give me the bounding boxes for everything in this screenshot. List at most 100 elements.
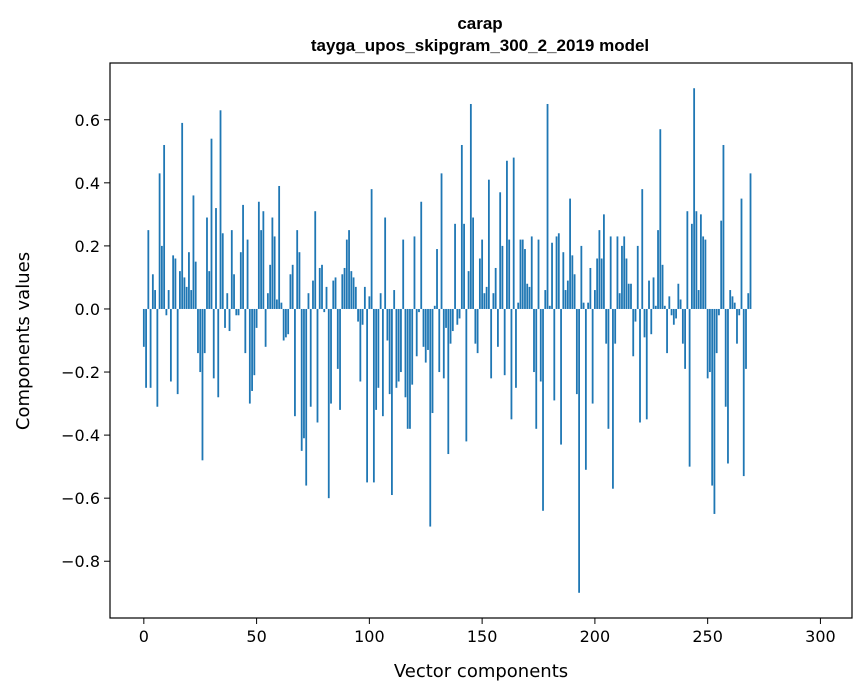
bar-component-265 (740, 198, 743, 309)
bar-component-115 (402, 239, 405, 309)
bar-component-208 (612, 308, 614, 489)
bar-component-67 (294, 308, 296, 417)
bar-component-144 (467, 271, 470, 309)
bar-series (142, 88, 752, 593)
bar-component-6 (156, 308, 159, 407)
bar-component-28 (206, 217, 208, 309)
bar-component-223 (645, 308, 648, 420)
bar-component-116 (404, 308, 407, 398)
bar-component-231 (663, 305, 666, 309)
bar-component-172 (530, 236, 533, 309)
bar-component-182 (553, 308, 556, 401)
bar-component-239 (681, 308, 684, 344)
bar-component-236 (675, 308, 677, 319)
bar-component-162 (508, 239, 511, 309)
bar-component-48 (251, 308, 253, 391)
bar-component-235 (672, 308, 675, 325)
bar-component-76 (314, 211, 317, 309)
bar-component-119 (411, 308, 414, 385)
plot-frame (109, 62, 853, 619)
bar-component-90 (345, 239, 348, 309)
bar-component-229 (659, 129, 662, 309)
bar-component-5 (154, 290, 156, 309)
bar-component-27 (203, 308, 206, 354)
bar-component-227 (654, 305, 657, 309)
bar-component-148 (476, 308, 479, 354)
bar-component-158 (499, 192, 502, 309)
bar-component-129 (433, 305, 436, 309)
bar-component-167 (519, 239, 522, 309)
bar-component-264 (738, 308, 741, 316)
bar-component-130 (436, 249, 438, 309)
bar-component-14 (174, 258, 177, 309)
bar-component-103 (375, 308, 378, 410)
bar-component-22 (192, 195, 195, 309)
bar-component-203 (600, 258, 603, 309)
bar-component-160 (503, 308, 506, 376)
bar-component-104 (377, 308, 380, 388)
bar-component-136 (449, 308, 452, 344)
bar-component-25 (199, 308, 202, 373)
bar-component-38 (228, 308, 231, 332)
bar-component-268 (747, 293, 750, 309)
bar-component-95 (357, 308, 359, 322)
bar-component-218 (634, 308, 637, 322)
bar-component-139 (456, 308, 459, 325)
bar-component-37 (226, 293, 229, 309)
bar-component-26 (201, 308, 204, 461)
y-tick-label: −0.4 (61, 426, 100, 445)
bar-component-245 (695, 211, 698, 309)
bar-component-3 (149, 308, 152, 388)
bar-component-206 (607, 308, 610, 429)
y-tick-label: −0.2 (61, 363, 100, 382)
bar-component-30 (210, 138, 213, 309)
bar-component-137 (451, 308, 454, 332)
bar-component-81 (325, 286, 328, 309)
bar-component-257 (722, 144, 725, 309)
bar-component-21 (190, 290, 193, 309)
bar-component-105 (379, 293, 382, 309)
bar-component-189 (569, 198, 571, 309)
bar-component-181 (551, 242, 553, 309)
bar-component-68 (296, 230, 299, 309)
bar-component-152 (485, 286, 488, 309)
bar-component-88 (341, 274, 344, 309)
bar-component-132 (440, 173, 443, 309)
x-tick-label: 0 (139, 627, 149, 646)
x-axis-label: Vector components (394, 661, 568, 682)
bar-component-249 (704, 239, 707, 309)
bar-component-120 (413, 236, 416, 309)
bar-component-133 (442, 308, 445, 379)
bar-component-209 (614, 308, 617, 344)
bar-component-86 (336, 308, 339, 369)
bar-component-39 (230, 230, 233, 309)
bar-component-247 (699, 214, 702, 309)
bar-component-234 (670, 308, 673, 316)
bar-component-57 (271, 217, 274, 309)
bar-component-17 (181, 122, 184, 309)
bar-component-184 (557, 233, 560, 309)
bar-component-24 (197, 308, 199, 354)
bar-component-230 (661, 264, 664, 309)
bar-component-149 (478, 258, 481, 309)
bar-component-87 (339, 308, 341, 410)
bar-component-157 (497, 308, 499, 347)
bar-component-19 (185, 286, 188, 309)
bar-component-112 (395, 308, 398, 388)
bar-component-79 (321, 264, 323, 309)
bar-component-2 (147, 230, 150, 309)
bar-component-10 (165, 308, 168, 316)
bar-component-216 (630, 283, 632, 309)
bar-component-42 (237, 308, 240, 316)
bar-component-204 (603, 214, 605, 309)
bar-component-191 (573, 274, 576, 309)
bar-component-53 (262, 211, 265, 309)
bar-component-56 (269, 264, 272, 309)
bar-component-259 (727, 308, 729, 464)
bar-component-97 (361, 308, 364, 325)
bar-component-261 (731, 296, 734, 309)
bar-component-52 (260, 230, 262, 309)
bar-component-84 (332, 280, 335, 309)
